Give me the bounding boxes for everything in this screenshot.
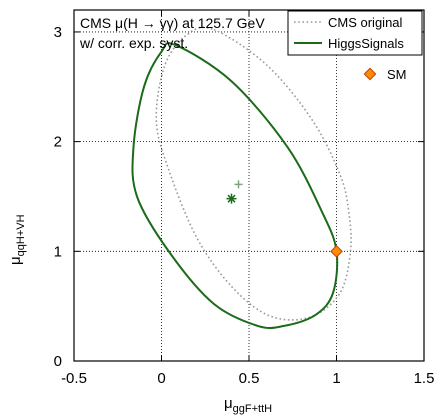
- contours: [131, 26, 352, 330]
- legend-box: [287, 10, 423, 56]
- contour-higgssignals: [131, 42, 339, 330]
- y-tick-label: 2: [54, 134, 62, 151]
- contour-cms-original: [155, 26, 352, 321]
- x-tick-label: 0.5: [239, 370, 260, 387]
- sm-legend-label: SM: [387, 67, 407, 82]
- y-tick-label: 1: [54, 243, 62, 260]
- x-tick-label: 1: [332, 370, 340, 387]
- x-tick-label: 0: [157, 370, 165, 387]
- x-axis-label: μggF+ttH: [224, 395, 272, 415]
- markers: [226, 180, 343, 258]
- plot-frame: [73, 9, 425, 362]
- legend-label-cms-original: CMS original: [328, 15, 403, 30]
- sm-legend: SM: [363, 67, 407, 82]
- x-tick-label: -0.5: [61, 370, 87, 387]
- legend: CMS original HiggsSignals: [287, 10, 423, 56]
- sm-legend-marker: [363, 67, 377, 81]
- best-fit-star-stroke: [227, 194, 236, 203]
- sm-point: [330, 244, 343, 258]
- chart-title-line1: CMS μ(H → γγ) at 125.7 GeV: [80, 15, 265, 31]
- x-tick-label: 1.5: [414, 370, 435, 387]
- best-fit-cms-original: [234, 180, 243, 189]
- grid-lines: [74, 10, 424, 361]
- chart-title-line2: w/ corr. exp. syst.: [79, 35, 188, 51]
- best-fit-higgssignals: [226, 193, 237, 204]
- legend-label-higgssignals: HiggsSignals: [328, 36, 404, 51]
- y-tick-label: 3: [54, 24, 62, 41]
- y-axis-label: μqqH+VH: [7, 214, 27, 265]
- y-tick-label: 0: [54, 353, 62, 370]
